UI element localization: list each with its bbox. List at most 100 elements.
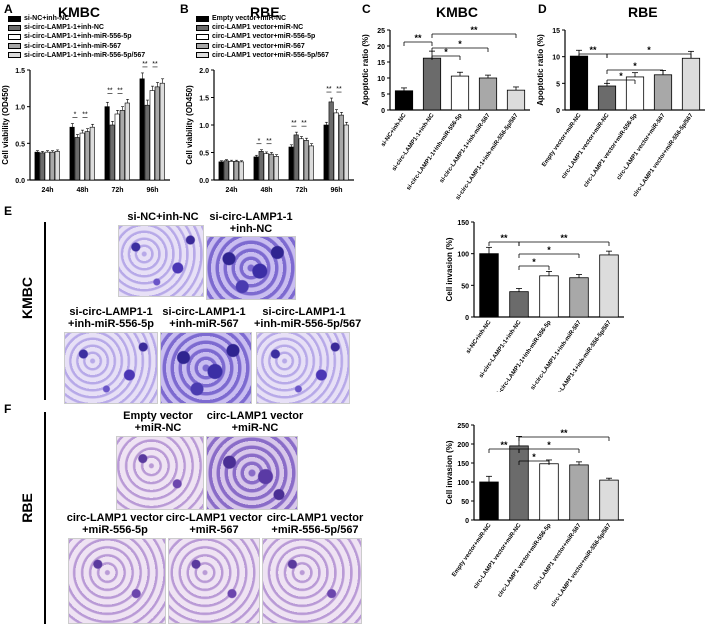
chart-b-bar: [298, 138, 304, 181]
chart-e-ytick-label: 100: [457, 252, 469, 259]
chart-a-xtick-label: 72h: [111, 187, 123, 194]
chart-c-xtick-label: si-circ-LAMP1-1+inh-miR-556-5p: [406, 112, 464, 191]
chart-e-bar: [479, 253, 499, 318]
chart-a-xtick-label: 96h: [146, 187, 158, 194]
chart-a-bar: [104, 106, 110, 181]
chart-f-sig-label: *: [532, 452, 536, 462]
chart-c-sig-label: **: [414, 33, 422, 43]
chart-a-sig-label: **: [142, 61, 148, 68]
chart-a: 0.0 0.5 1.0 1.5 Cell viability (OD450) 24h 48h…: [1, 61, 170, 194]
chart-a-sig-label: **: [152, 61, 158, 68]
chart-f-bar: [479, 481, 499, 521]
chart-b-ytick-label: 1.5: [199, 96, 209, 103]
chart-d-ytick-label: 15: [552, 28, 560, 35]
panel-e-micrograph-3: [64, 332, 158, 404]
chart-d-xtick-label: circ-LAMP1 vector+miR-556-5p: [583, 112, 639, 188]
panel-letter-c: C: [362, 2, 371, 16]
chart-b-bar: [323, 124, 329, 181]
chart-c-xtick-label: si-circ-LAMP1-1+inh-miR-556-5p/567: [455, 112, 520, 201]
chart-c: 0 5 10 15 20 25 Apoptotic ratio (%) si-NC+inh-N…: [361, 25, 530, 201]
panel-a-title: KMBC: [58, 4, 100, 20]
chart-f-ytick-label: 50: [461, 499, 469, 506]
chart-c-ytick-label: 10: [377, 76, 385, 83]
chart-a-sig-label: **: [82, 112, 88, 119]
panel-e-caption-2: si-circ-LAMP1-1 +inh-NC: [209, 211, 293, 235]
chart-a-ytick-label: 0.5: [15, 141, 25, 148]
chart-c-ytick-label: 25: [377, 28, 385, 35]
chart-a-ylabel: Cell viability (OD450): [1, 85, 10, 165]
chart-a-ytick-label: 1.5: [15, 68, 25, 75]
chart-d-xtick-label: circ-LAMP1 vector+miR-567: [616, 112, 667, 181]
chart-e-bar: [539, 275, 559, 318]
chart-b-bar: [238, 161, 244, 181]
chart-a-bar: [109, 124, 115, 181]
panel-f-micrograph-5: [262, 538, 362, 624]
chart-b-xtick-label: 24h: [225, 187, 237, 194]
chart-a-bar: [139, 78, 145, 181]
panel-e-micrograph-4: [160, 332, 252, 404]
chart-f-bar: [509, 445, 529, 521]
chart-b-bar: [328, 101, 334, 181]
chart-e-xtick-label: si-NC+inh-NC: [465, 319, 493, 355]
chart-f-ytick-label: 250: [457, 423, 469, 430]
chart-e-sig-label: **: [500, 233, 508, 243]
chart-e-xtick-label: si-circ-LAMP1-1+inh-miR-567: [530, 319, 583, 391]
chart-e-ytick-label: 150: [457, 220, 469, 227]
chart-a-bar: [159, 82, 165, 181]
chart-b-ytick-label: 1.0: [199, 123, 209, 130]
chart-c-sig-label: **: [470, 25, 478, 35]
panel-e-caption-1: si-NC+inh-NC: [127, 211, 199, 223]
chart-a-ytick-label: 1.0: [15, 105, 25, 112]
chart-d-bar: [597, 85, 617, 111]
chart-b-xtick-label: 96h: [330, 187, 342, 194]
chart-e-ytick-label: 50: [461, 283, 469, 290]
chart-f-ytick-label: 200: [457, 442, 469, 449]
chart-b-sig-label: *: [258, 138, 261, 145]
chart-e-sig-label: *: [547, 245, 551, 255]
chart-a-bar: [154, 86, 160, 181]
legend-b-item-4: circ-LAMP1 vector+miR-567: [196, 42, 329, 51]
chart-a-bar: [79, 132, 85, 181]
chart-c-ytick-label: 5: [381, 92, 385, 99]
chart-d-ytick-label: 10: [552, 55, 560, 62]
panel-d-title: RBE: [628, 4, 658, 20]
panel-letter-d: D: [538, 2, 547, 16]
panel-f-micrograph-4: [168, 538, 260, 624]
legend-b-item-2: circ-LAMP1 vector+miR-NC: [196, 23, 329, 32]
chart-d-sig-label: *: [633, 61, 637, 71]
chart-b-bar: [343, 124, 349, 181]
panel-e-caption-3: si-circ-LAMP1-1 +inh-miR-556-5p: [68, 306, 154, 330]
chart-b-sig-label: **: [326, 86, 332, 93]
panel-e-side-label: KMBC: [19, 277, 35, 319]
chart-a-sig-label: **: [117, 87, 123, 94]
chart-b-ytick-label: 0.5: [199, 151, 209, 158]
chart-e-bar: [509, 291, 529, 318]
chart-b-bar: [273, 156, 279, 181]
chart-a-bar: [49, 151, 55, 181]
chart-e-ylabel: Cell invasion (%): [445, 237, 454, 301]
legend-a-item-4: si-circ-LAMP1-1+inh-miR-567: [8, 42, 145, 51]
chart-a-bar: [119, 110, 125, 181]
panel-f-divider: [44, 412, 46, 624]
chart-e-bar: [599, 254, 619, 318]
chart-d-ytick-label: 0: [556, 108, 560, 115]
chart-f-xtick-label: circ-LAMP1 vector+miR-556-5p: [497, 522, 553, 598]
legend-a-item-1: si-NC+inh-NC: [8, 14, 145, 23]
chart-c-bar: [394, 90, 414, 111]
chart-a-sig-label: *: [74, 112, 77, 119]
chart-b-bar: [258, 151, 264, 181]
chart-f-sig-label: **: [500, 440, 508, 450]
chart-a-bar: [54, 151, 60, 181]
chart-b-sig-label: **: [266, 138, 272, 145]
chart-f-sig-label: **: [560, 428, 568, 438]
chart-a-bar: [114, 113, 120, 181]
chart-b-bar: [263, 153, 269, 181]
legend-a-item-5: si-circ-LAMP1-1+inh-miR-556-5p/567: [8, 51, 145, 60]
legend-b: Empty vector+miR-NC circ-LAMP1 vector+mi…: [196, 14, 329, 60]
chart-c-bar: [506, 89, 526, 111]
chart-b-bar: [268, 153, 274, 181]
chart-a-bar: [39, 152, 45, 181]
panel-f-caption-1: Empty vector +miR-NC: [123, 410, 193, 434]
